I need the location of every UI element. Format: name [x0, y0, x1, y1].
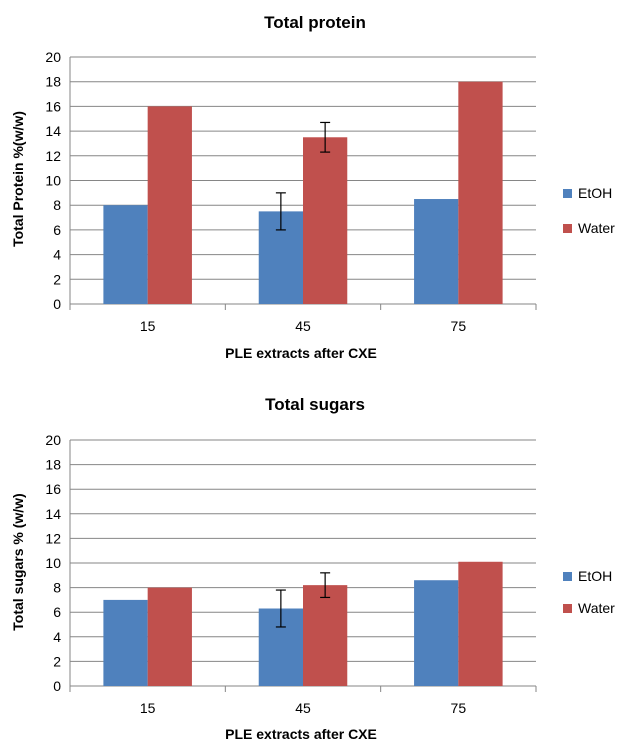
bar-water-75 [458, 561, 503, 686]
bar-water-15 [147, 106, 192, 305]
legend-label-water: Water [578, 220, 615, 236]
legend-swatch-etoh [563, 189, 572, 198]
y-tick-label: 12 [45, 148, 61, 164]
bar-water-15 [147, 587, 192, 686]
y-tick-label: 4 [53, 247, 61, 263]
plot-area: 0 2 4 6 8 10 12 14 16 18 20 15 45 75 [45, 432, 537, 716]
legend-swatch-water [563, 224, 572, 233]
y-tick-label: 16 [45, 481, 61, 497]
bar-etoh-75 [414, 580, 459, 686]
chart-total-sugars: Total sugars Total sugars % (w/w) PLE ex… [10, 395, 615, 742]
bar-etoh-15 [103, 599, 148, 686]
y-tick-label: 2 [53, 653, 61, 669]
legend: EtOH Water [563, 185, 615, 236]
legend: EtOH Water [563, 568, 615, 616]
y-tick-label: 8 [53, 580, 61, 596]
x-tick-label: 15 [140, 318, 156, 334]
y-tick-label: 4 [53, 629, 61, 645]
chart-total-protein: Total protein Total Protein %(w/w) PLE e… [10, 13, 615, 361]
x-tick-label: 15 [140, 700, 156, 716]
x-axis-title: PLE extracts after CXE [225, 726, 377, 742]
chart-title: Total sugars [265, 395, 365, 414]
bar-water-45 [303, 585, 348, 686]
legend-label-etoh: EtOH [578, 568, 612, 584]
y-tick-label: 6 [53, 222, 61, 238]
y-tick-label: 10 [45, 173, 61, 189]
y-tick-label: 18 [45, 457, 61, 473]
x-tick-label: 75 [451, 700, 467, 716]
x-tick-label: 75 [451, 318, 467, 334]
x-tick-label: 45 [295, 318, 311, 334]
x-tick-label: 45 [295, 700, 311, 716]
y-tick-label: 16 [45, 98, 61, 114]
bar-etoh-15 [103, 205, 148, 304]
legend-swatch-etoh [563, 572, 572, 581]
y-tick-label: 20 [45, 432, 61, 448]
y-axis-title: Total Protein %(w/w) [10, 111, 26, 247]
y-axis-title: Total sugars % (w/w) [10, 493, 26, 630]
y-tick-label: 20 [45, 49, 61, 65]
y-tick-label: 14 [45, 506, 61, 522]
chart-title: Total protein [264, 13, 366, 32]
y-tick-label: 18 [45, 74, 61, 90]
bar-etoh-75 [414, 199, 459, 304]
bar-water-75 [458, 81, 503, 304]
legend-swatch-water [563, 604, 572, 613]
y-tick-label: 0 [53, 296, 61, 312]
y-tick-label: 0 [53, 678, 61, 694]
bar-water-45 [303, 137, 348, 304]
y-tick-label: 6 [53, 604, 61, 620]
legend-label-etoh: EtOH [578, 185, 612, 201]
x-axis-title: PLE extracts after CXE [225, 345, 377, 361]
y-tick-label: 14 [45, 123, 61, 139]
plot-area: 0 2 4 6 8 10 12 14 16 18 20 15 45 75 [45, 49, 537, 334]
y-tick-label: 2 [53, 271, 61, 287]
y-tick-label: 12 [45, 530, 61, 546]
y-tick-label: 10 [45, 555, 61, 571]
y-tick-label: 8 [53, 197, 61, 213]
legend-label-water: Water [578, 600, 615, 616]
